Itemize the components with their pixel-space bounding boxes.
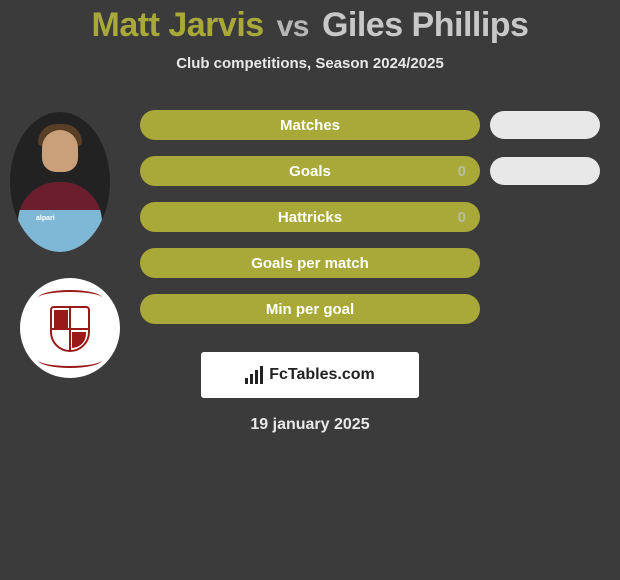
- stat-row: Goals0: [140, 156, 480, 186]
- brand-text: FcTables.com: [269, 366, 375, 384]
- player2-name: Giles Phillips: [322, 6, 529, 44]
- stat-row: Goals per match: [140, 248, 480, 278]
- player1-name: Matt Jarvis: [92, 6, 264, 44]
- stat-bar-left: Min per goal: [140, 294, 480, 324]
- stat-pill-right: [490, 111, 600, 139]
- stat-bars: Matches Goals0 Hattricks0 Goals per match Mi…: [140, 110, 480, 324]
- stat-pill-right: [490, 157, 600, 185]
- brand-box[interactable]: FcTables.com: [201, 352, 419, 398]
- stat-bar-left: Hattricks0: [140, 202, 480, 232]
- avatar-head: [42, 130, 78, 172]
- player2-crest: [20, 278, 120, 378]
- stat-bar-left: Goals0: [140, 156, 480, 186]
- crest-quadrant: [54, 310, 68, 328]
- player1-avatar: alpari: [10, 112, 110, 252]
- stat-label: Goals: [289, 163, 331, 180]
- page-title: Matt Jarvis vs Giles Phillips: [0, 0, 620, 45]
- vs-text: vs: [277, 10, 309, 43]
- stat-label: Matches: [280, 117, 340, 134]
- kit-sponsor-text: alpari: [36, 215, 55, 222]
- stat-label: Goals per match: [251, 255, 369, 272]
- stat-label: Min per goal: [266, 301, 354, 318]
- stat-row: Hattricks0: [140, 202, 480, 232]
- stat-label: Hattricks: [278, 209, 342, 226]
- stat-bar-left: Matches: [140, 110, 480, 140]
- crest-arc-bottom: [38, 352, 102, 368]
- avatar-body: [18, 182, 102, 252]
- stat-row: Matches: [140, 110, 480, 140]
- bar-chart-icon: [245, 366, 263, 384]
- right-pills: [460, 110, 620, 350]
- crest-arc-top: [38, 290, 102, 306]
- stat-bar-left: Goals per match: [140, 248, 480, 278]
- content: alpari Matches Goals0 Hattricks0 Goals per …: [0, 110, 620, 434]
- date-text: 19 january 2025: [0, 416, 620, 434]
- subtitle: Club competitions, Season 2024/2025: [0, 55, 620, 72]
- stat-row: Min per goal: [140, 294, 480, 324]
